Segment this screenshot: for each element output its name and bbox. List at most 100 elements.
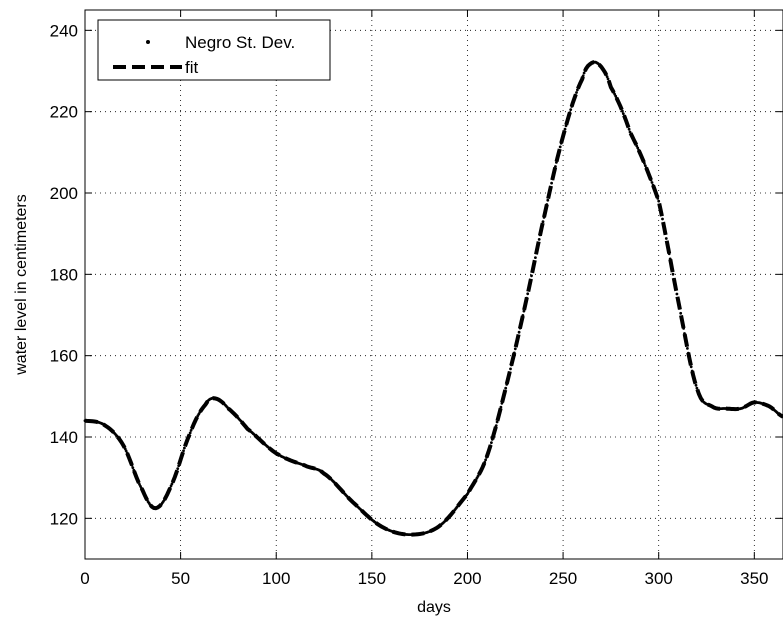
data-point <box>550 181 553 185</box>
axis-tick-labels: 0 50 100 150 200 250 300 350 120 140 160 180 200 220 2… <box>50 21 769 588</box>
data-point <box>556 153 560 156</box>
data-point <box>625 122 629 126</box>
data-point <box>617 100 620 104</box>
data-point <box>665 242 669 246</box>
data-point <box>667 252 671 256</box>
data-point <box>677 302 681 305</box>
data-point <box>656 197 660 200</box>
data-point <box>560 138 564 142</box>
data-point <box>671 272 675 276</box>
data-point <box>136 478 140 482</box>
data-point <box>141 488 144 492</box>
data-point <box>549 186 553 189</box>
data-point <box>607 80 611 83</box>
data-point <box>132 468 136 472</box>
data-point <box>512 355 515 359</box>
data-point <box>174 472 178 476</box>
y-tick-label: 160 <box>50 347 78 366</box>
data-point <box>647 173 651 177</box>
data-point <box>133 471 137 475</box>
data-point <box>482 463 486 466</box>
data-point <box>490 438 494 441</box>
data-point <box>620 107 623 111</box>
data-point <box>480 467 484 471</box>
data-point <box>645 168 649 172</box>
data-point <box>666 247 670 251</box>
data-point <box>543 211 547 215</box>
data-point <box>175 470 179 473</box>
data-point <box>664 232 667 235</box>
data-point <box>510 363 513 367</box>
data-point <box>639 152 642 156</box>
data-point <box>573 96 576 100</box>
data-point <box>580 77 584 81</box>
data-point <box>511 359 514 363</box>
data-point <box>533 260 536 264</box>
data-point <box>170 482 174 486</box>
data-point <box>192 422 196 425</box>
data-point <box>176 467 180 470</box>
axes-frame <box>84 9 783 560</box>
data-point <box>653 188 657 192</box>
data-point <box>180 455 184 459</box>
data-point <box>182 449 185 453</box>
data-point <box>185 438 189 442</box>
data-point <box>545 203 549 206</box>
data-point <box>680 316 683 320</box>
data-point <box>662 222 665 226</box>
data-point <box>530 274 533 278</box>
data-point <box>190 426 194 430</box>
data-point <box>134 473 138 477</box>
data-point <box>678 306 682 310</box>
data-point <box>490 441 493 444</box>
data-point <box>131 466 135 469</box>
data-point <box>528 283 531 287</box>
data-point <box>682 327 685 330</box>
data-point <box>691 373 695 377</box>
data-point <box>142 492 146 496</box>
data-point <box>555 157 559 160</box>
data-point <box>554 165 557 168</box>
data-point <box>616 98 619 102</box>
data-point <box>509 367 512 371</box>
data-point <box>499 405 503 409</box>
axis-ticks <box>84 10 783 559</box>
data-point <box>693 380 697 384</box>
y-tick-label: 220 <box>50 103 78 122</box>
data-point <box>634 142 638 146</box>
legend: Negro St. Dev. fit <box>97 19 331 81</box>
data-point <box>568 111 572 115</box>
x-tick-label: 150 <box>358 569 386 588</box>
data-point <box>569 108 573 111</box>
x-tick-label: 300 <box>645 569 673 588</box>
data-point <box>650 181 654 184</box>
data-point <box>171 480 175 483</box>
data-point <box>517 330 521 334</box>
data-point <box>619 105 622 108</box>
data-point <box>697 392 701 396</box>
y-tick-label: 140 <box>50 428 78 447</box>
data-point <box>522 309 526 313</box>
data-point <box>637 148 640 152</box>
data-point <box>564 124 568 128</box>
data-point <box>502 394 506 398</box>
data-point <box>670 267 674 271</box>
x-tick-label: 50 <box>171 569 190 588</box>
data-point <box>129 461 133 464</box>
y-tick-label: 180 <box>50 265 78 284</box>
data-point <box>654 191 658 195</box>
y-tick-label: 120 <box>50 509 78 528</box>
data-point <box>173 475 177 479</box>
data-point <box>673 282 677 286</box>
data-point <box>518 326 522 330</box>
data-point <box>177 464 181 468</box>
data-point <box>191 424 195 428</box>
data-point <box>540 224 544 228</box>
data-point <box>658 204 662 207</box>
y-tick-label: 200 <box>50 184 78 203</box>
data-point <box>571 102 574 105</box>
data-point <box>621 109 624 113</box>
data-point <box>679 311 683 315</box>
data-point <box>618 103 621 106</box>
data-point <box>684 337 687 340</box>
